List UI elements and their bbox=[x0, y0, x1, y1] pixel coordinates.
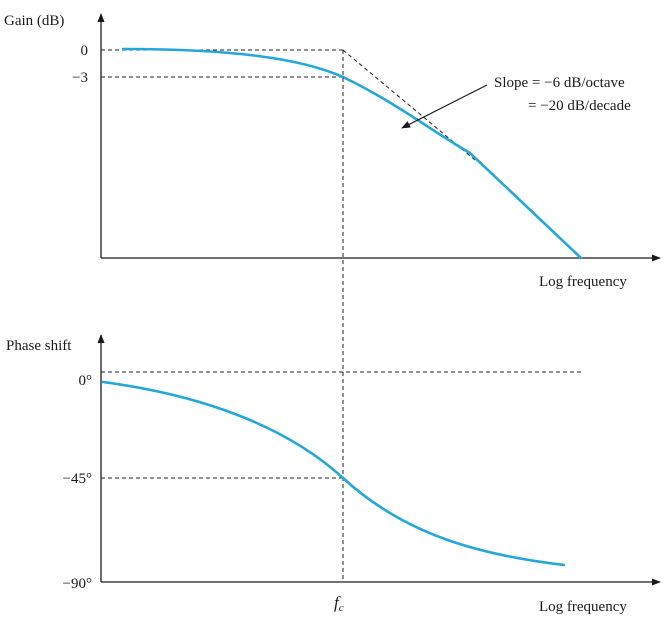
phase-x-axis-label: Log frequency bbox=[539, 599, 627, 615]
phase-plot: Phase shift 0° −45° −90° Log frequency f… bbox=[6, 334, 661, 615]
phase-tick-minus90deg: −90° bbox=[63, 576, 92, 592]
phase-response-curve bbox=[101, 380, 566, 567]
cutoff-frequency-label: fc bbox=[334, 593, 344, 614]
gain-x-axis-label: Log frequency bbox=[539, 274, 627, 290]
phase-tick-minus45deg: −45° bbox=[63, 471, 92, 487]
gain-plot: Gain (dB) 0 −3 Log frequency Slope = −6 … bbox=[4, 13, 661, 290]
slope-annotation-line2: = −20 dB/decade bbox=[528, 98, 631, 114]
slope-annotation-arrow bbox=[401, 84, 488, 129]
gain-y-axis-label: Gain (dB) bbox=[4, 13, 64, 29]
phase-y-axis-label: Phase shift bbox=[6, 338, 72, 354]
gain-tick-0db: 0 bbox=[81, 43, 89, 59]
gain-response-curve bbox=[121, 47, 583, 260]
cutoff-frequency-label-base: f bbox=[334, 593, 341, 612]
phase-tick-0deg: 0° bbox=[79, 373, 93, 389]
gain-tick-minus3db: −3 bbox=[72, 70, 88, 86]
cutoff-frequency-label-sub: c bbox=[339, 602, 344, 614]
slope-annotation-line1: Slope = −6 dB/octave bbox=[494, 75, 625, 91]
